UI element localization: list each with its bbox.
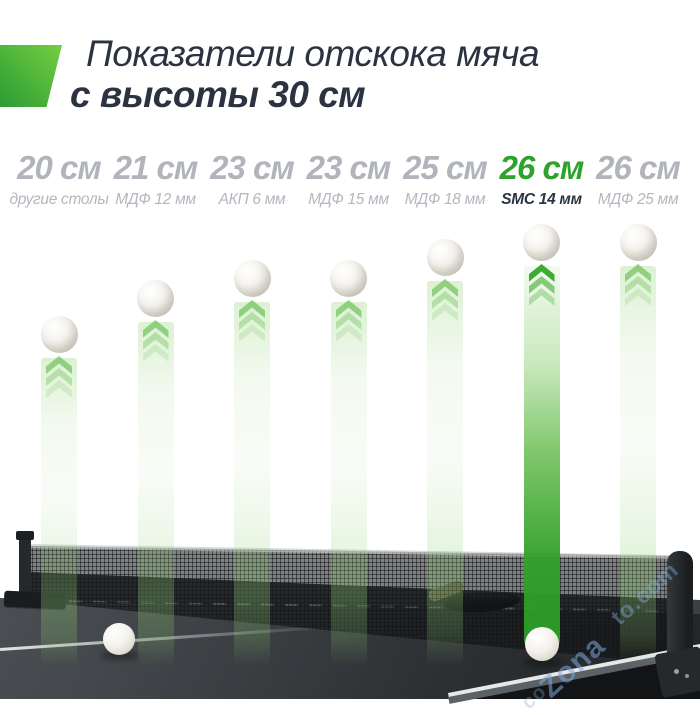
bounce-value-label: 23 см (306, 149, 392, 186)
net-post-screw (685, 674, 689, 678)
ball-shadow (523, 658, 563, 667)
bounce-ball (330, 259, 367, 297)
bounce-value-label: 26 см (596, 149, 681, 186)
ball-under-highlight-column (525, 627, 559, 661)
bounce-ball (137, 279, 174, 317)
net-post-left (19, 536, 31, 604)
bounce-material-label: МДФ 15 мм (308, 191, 389, 208)
table-balls-layer (101, 623, 563, 667)
net-post-left-cap (16, 531, 34, 540)
table-photo (0, 531, 700, 704)
bounce-ball (233, 259, 271, 297)
bounce-column (234, 302, 270, 666)
bounce-material-label: SMC 14 мм (501, 191, 582, 208)
ball-on-table-left (103, 623, 135, 655)
bounce-column (620, 266, 656, 666)
bounce-value-label: 20 см (17, 149, 102, 186)
bounce-value-label: 26 см (499, 149, 585, 186)
bounce-column (41, 358, 77, 666)
bounce-column (427, 281, 463, 666)
net-post-screw (674, 669, 679, 674)
ball-shadow (101, 651, 139, 660)
bounce-column (330, 302, 367, 666)
bounce-ball (619, 223, 657, 261)
bounce-chart: 20 см другие столы 21 см МДФ 12 мм 23 см АКП … (9, 149, 681, 666)
net-post-right (667, 551, 693, 663)
bounce-column (523, 266, 560, 648)
bounce-value-label: 25 см (403, 149, 488, 186)
bounce-value-label: 21 см (113, 149, 199, 186)
bounce-material-label: АКП 6 мм (218, 191, 286, 208)
bounce-value-label: 23 см (210, 149, 295, 186)
bounce-material-label: МДФ 25 мм (597, 191, 679, 208)
bounce-column (137, 322, 174, 666)
bounce-material-label: другие столы (9, 191, 109, 208)
bounce-material-label: МДФ 12 мм (115, 191, 196, 208)
bounce-ball (523, 223, 560, 261)
bounce-material-label: МДФ 18 мм (404, 191, 486, 208)
bounce-ball (40, 315, 78, 353)
bounce-ball (426, 238, 464, 276)
